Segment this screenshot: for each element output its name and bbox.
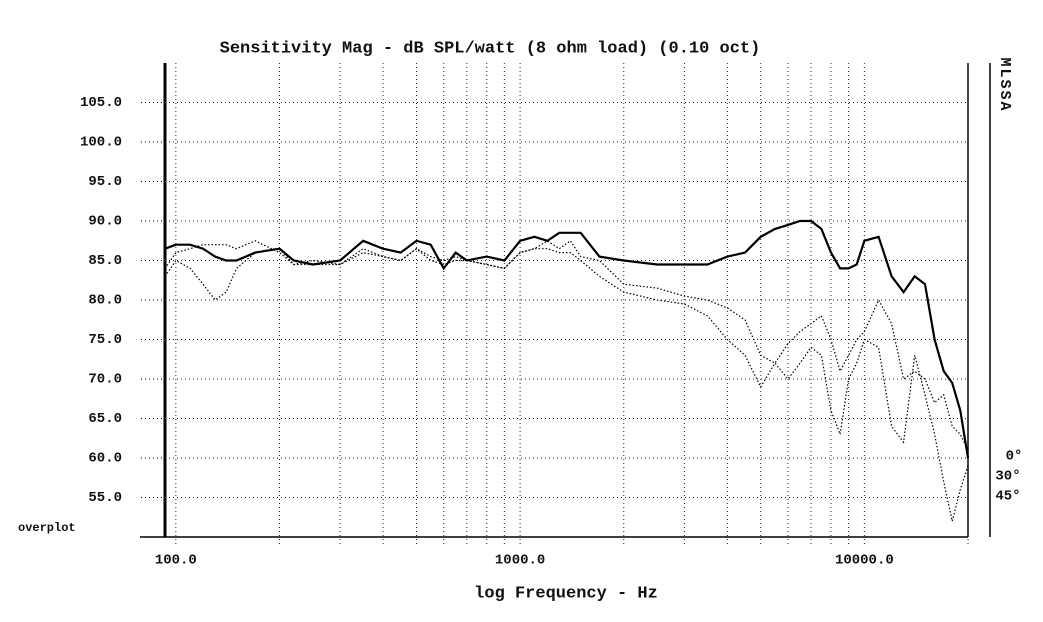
y-tick-label: 90.0 (88, 214, 122, 230)
series-line (164, 247, 969, 522)
legend-label: 30° (995, 469, 1020, 485)
legend-label: 0° (1006, 449, 1023, 465)
x-axis-label: log Frequency - Hz (474, 584, 658, 603)
y-tick-label: 55.0 (88, 490, 122, 506)
y-tick-label: 80.0 (88, 293, 122, 309)
y-tick-label: 95.0 (88, 174, 122, 190)
x-tick-label: 100.0 (155, 553, 197, 569)
series-line (164, 219, 970, 459)
chart-title: Sensitivity Mag - dB SPL/watt (8 ohm loa… (220, 39, 761, 58)
series-line (164, 239, 969, 451)
annotation: overplot (18, 521, 76, 535)
x-tick-label: 1000.0 (495, 553, 545, 569)
y-tick-label: 85.0 (88, 253, 122, 269)
x-tick-label: 10000.0 (835, 553, 894, 569)
y-tick-label: 60.0 (88, 451, 122, 467)
y-tick-label: 105.0 (80, 95, 122, 111)
side-label: MLSSA (996, 57, 1013, 112)
y-tick-label: 65.0 (88, 411, 122, 427)
y-tick-label: 70.0 (88, 372, 122, 388)
legend-label: 45° (995, 489, 1020, 505)
y-tick-label: 75.0 (88, 332, 122, 348)
y-tick-label: 100.0 (80, 135, 122, 151)
